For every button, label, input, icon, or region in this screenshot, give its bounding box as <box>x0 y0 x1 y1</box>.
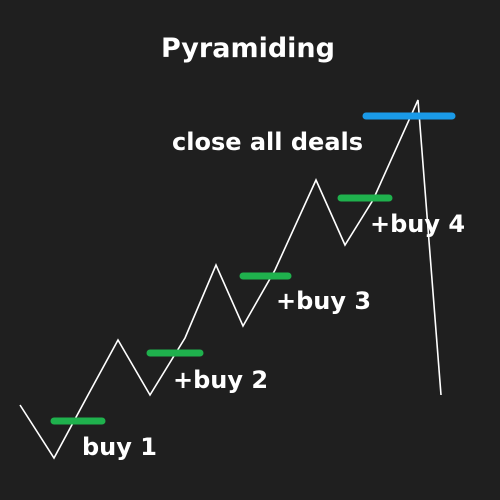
buy-2-label: +buy 2 <box>173 366 268 394</box>
close-all-label: close all deals <box>172 128 363 156</box>
buy-4-label: +buy 4 <box>370 210 465 238</box>
price-zigzag-line <box>19 99 442 460</box>
diagram-title: Pyramiding <box>161 33 335 64</box>
buy-3-label: +buy 3 <box>276 287 371 315</box>
buy-1-label: buy 1 <box>82 433 157 461</box>
